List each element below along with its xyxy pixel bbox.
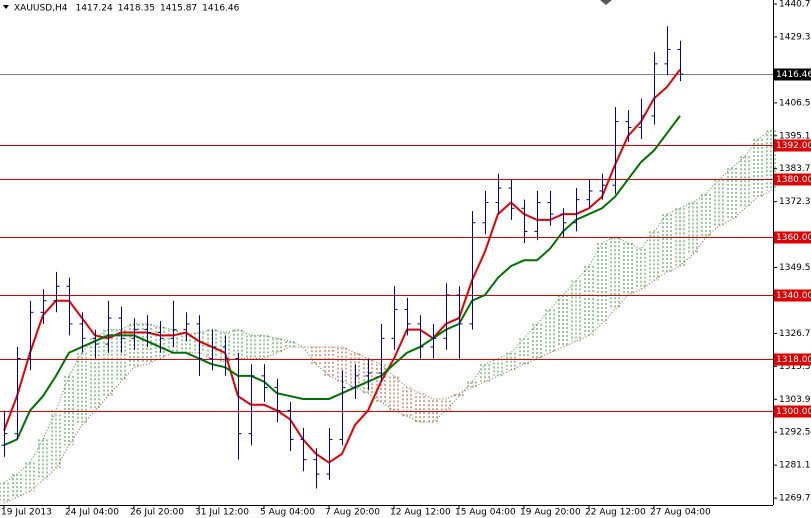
x-tick-label: 19 Aug 20:00 <box>520 508 581 518</box>
x-tick-label: 5 Aug 04:00 <box>260 508 315 518</box>
x-tick-label: 22 Aug 12:00 <box>585 508 646 518</box>
x-tick-label: 12 Aug 12:00 <box>390 508 451 518</box>
x-tick-label: 7 Aug 20:00 <box>325 508 380 518</box>
quote-value: 1415.87 <box>160 4 197 14</box>
last-price-label: 1416.46 <box>776 70 811 80</box>
y-tick-label: 1406.50 <box>779 98 811 108</box>
x-tick-label: 19 Jul 2013 <box>1 508 52 518</box>
last-price-bg <box>774 68 811 81</box>
y-tick-label: 1372.30 <box>779 197 811 207</box>
level-label: 1318.00 <box>776 355 811 365</box>
y-tick-label: 1269.70 <box>779 494 811 504</box>
y-tick-label: 1326.70 <box>779 329 811 339</box>
symbol-title: XAUUSD,H4 <box>14 4 68 14</box>
level-label-bg <box>774 353 811 366</box>
level-label-bg <box>774 405 811 418</box>
menu-arrow[interactable] <box>3 5 9 9</box>
quote-value: 1416.46 <box>202 4 239 14</box>
level-label: 1392.00 <box>776 141 811 151</box>
level-label: 1300.00 <box>776 407 811 417</box>
level-label-bg <box>774 289 811 302</box>
y-tick-label: 1292.50 <box>779 428 811 438</box>
y-tick-label: 1349.50 <box>779 263 811 273</box>
y-tick-label: 1315.30 <box>779 362 811 372</box>
x-tick-label: 24 Jul 04:00 <box>65 508 119 518</box>
y-tick-label: 1429.30 <box>779 32 811 42</box>
x-tick-label: 15 Aug 04:00 <box>455 508 516 518</box>
level-label-bg <box>774 173 811 186</box>
quote-value: 1417.24 <box>76 4 113 14</box>
level-label: 1360.00 <box>776 233 811 243</box>
y-tick-label: 1440.70 <box>779 0 811 10</box>
x-tick-label: 27 Aug 04:00 <box>650 508 711 518</box>
scroll-marker <box>600 0 612 5</box>
y-tick-label: 1281.10 <box>779 461 811 471</box>
level-label-bg <box>774 231 811 244</box>
y-tick-label: 1303.90 <box>779 395 811 405</box>
y-tick-label: 1383.70 <box>779 164 811 174</box>
quote-value: 1418.35 <box>118 4 155 14</box>
x-tick-label: 31 Jul 12:00 <box>195 508 249 518</box>
y-tick-label: 1395.10 <box>779 131 811 141</box>
level-label: 1380.00 <box>776 175 811 185</box>
level-label-bg <box>774 139 811 152</box>
level-label: 1340.00 <box>776 291 811 301</box>
x-tick-label: 26 Jul 20:00 <box>130 508 184 518</box>
